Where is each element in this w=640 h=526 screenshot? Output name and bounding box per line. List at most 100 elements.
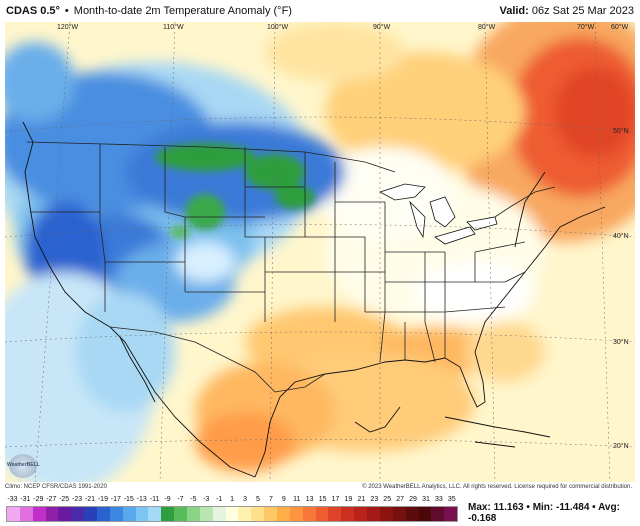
lon-label-80w: 80°W xyxy=(478,24,496,31)
colorbar-tick: -13 xyxy=(136,496,147,503)
colorbar-swatches xyxy=(6,506,458,522)
colorbar-tick: -5 xyxy=(190,496,197,503)
climo-credit: Climo: NCEP CFSR/CDAS 1991-2020 xyxy=(5,484,107,490)
max-value: 11.163 xyxy=(493,502,524,513)
lat-label-30n: 30°N xyxy=(613,339,629,346)
colorbar-tick: 11 xyxy=(293,496,301,503)
colorbar-tick: 13 xyxy=(305,496,314,503)
lon-label-120w: 120°W xyxy=(57,24,79,31)
colorbar-swatch xyxy=(161,507,175,521)
colorbar-swatch xyxy=(315,507,329,521)
lon-label-90w: 90°W xyxy=(373,24,391,31)
weatherbell-logo: WeatherBELL xyxy=(7,454,40,478)
map-canvas xyxy=(5,22,635,482)
colorbar-tick: 15 xyxy=(318,496,327,503)
avg-value: -0.168 xyxy=(468,513,497,524)
colorbar-swatch xyxy=(328,507,342,521)
colorbar-tick: -19 xyxy=(97,496,108,503)
lon-label-110w: 110°W xyxy=(163,24,184,31)
colorbar-swatch xyxy=(277,507,290,521)
colorbar-swatch xyxy=(148,507,162,521)
colorbar-tick: -29 xyxy=(33,496,44,503)
colorbar-swatch xyxy=(418,507,432,521)
colorbar-tick: -1 xyxy=(216,496,223,503)
coastlines xyxy=(22,121,606,478)
colorbar-tick: -31 xyxy=(20,496,31,503)
great-lakes xyxy=(378,183,498,245)
colorbar-swatch xyxy=(238,507,252,521)
colorbar-swatch xyxy=(225,507,239,521)
colorbar-tick: -15 xyxy=(123,496,134,503)
lon-label-60w: 60°W xyxy=(611,24,629,31)
lat-lon-grid xyxy=(5,22,635,482)
copyright-credit: © 2023 WeatherBELL Analytics, LLC. All r… xyxy=(362,484,632,490)
colorbar-swatch xyxy=(187,507,200,521)
colorbar-tick: -27 xyxy=(46,496,57,503)
lon-label-70w: 70°W xyxy=(577,24,595,31)
valid-time: Valid: 06z Sat 25 Mar 2023 xyxy=(499,5,634,17)
colorbar-swatch xyxy=(32,507,46,521)
colorbar-swatch xyxy=(84,507,98,521)
min-value: -11.484 xyxy=(556,502,590,513)
colorbar-tick: -21 xyxy=(84,496,96,503)
colorbar-tick: 19 xyxy=(344,496,353,503)
map-title: Month-to-date 2m Temperature Anomaly (°F… xyxy=(73,5,292,17)
colorbar-swatch xyxy=(341,507,355,521)
colorbar-tick: 9 xyxy=(281,496,286,503)
colorbar-swatch xyxy=(264,507,278,521)
colorbar-tick: -23 xyxy=(72,496,83,503)
colorbar-swatch xyxy=(354,507,368,521)
credits: Climo: NCEP CFSR/CDAS 1991-2020 © 2023 W… xyxy=(0,484,640,494)
colorbar-tick: 7 xyxy=(268,496,273,503)
colorbar-swatch xyxy=(379,507,393,521)
colorbar-swatch xyxy=(431,507,445,521)
colorbar-tick: -33 xyxy=(7,496,18,503)
colorbar-swatch xyxy=(109,507,123,521)
colorbar-tick: 3 xyxy=(243,496,247,503)
model-name: CDAS 0.5° xyxy=(6,5,60,17)
colorbar-tick: 1 xyxy=(230,496,235,503)
colorbar-tick: 25 xyxy=(383,496,392,503)
colorbar-tick: 21 xyxy=(357,496,366,503)
colorbar-swatch xyxy=(174,507,188,521)
colorbar-tick: 31 xyxy=(422,496,430,503)
colorbar-tick: -3 xyxy=(203,496,210,503)
colorbar-swatch xyxy=(302,507,316,521)
colorbar-swatch xyxy=(45,507,59,521)
colorbar-swatch xyxy=(135,507,149,521)
colorbar-swatch xyxy=(199,507,213,521)
colorbar-swatch xyxy=(289,507,303,521)
colorbar-swatch xyxy=(405,507,419,521)
lat-label-20n: 20°N xyxy=(613,443,629,450)
colorbar-tick: 23 xyxy=(370,496,379,503)
colorbar-tick: 17 xyxy=(331,496,340,503)
political-borders xyxy=(26,141,556,393)
lat-label-50n: 50°N xyxy=(613,128,629,135)
colorbar-tick: 33 xyxy=(434,496,443,503)
colorbar-tick: -25 xyxy=(59,496,70,503)
lat-label-40n: 40°N xyxy=(613,233,629,240)
colorbar-ticks: -33 -31 -29 -27 -25 -23 -21 -19 -17 -15 -13 -11 -9 -7… xyxy=(6,496,458,506)
colorbar-tick: 29 xyxy=(409,496,417,503)
colorbar-swatch xyxy=(71,507,85,521)
map-header: CDAS 0.5° • Month-to-date 2m Temperature… xyxy=(0,0,640,22)
colorbar-tick: -9 xyxy=(164,496,171,503)
colorbar-tick: -11 xyxy=(149,496,160,503)
lon-label-100w: 100°W xyxy=(267,24,289,31)
colorbar-tick: -7 xyxy=(177,496,184,503)
colorbar-swatch xyxy=(58,507,72,521)
colorbar-swatch xyxy=(19,507,33,521)
colorbar-swatch xyxy=(251,507,265,521)
colorbar-tick: 5 xyxy=(256,496,260,503)
colorbar-tick: 35 xyxy=(447,496,456,503)
temperature-anomaly-map: 120°W 110°W 100°W 90°W 80°W 70°W 60°W 50… xyxy=(5,22,635,482)
colorbar: -33 -31 -29 -27 -25 -23 -21 -19 -17 -15 -13 -11 -9 -7… xyxy=(6,496,458,522)
map-stats: Max: 11.163 • Min: -11.484 • Avg: -0.168 xyxy=(468,502,620,524)
colorbar-swatch xyxy=(122,507,136,521)
colorbar-swatch xyxy=(7,507,20,521)
colorbar-swatch xyxy=(444,507,458,521)
title-bullet: • xyxy=(64,5,69,17)
colorbar-swatch xyxy=(367,507,380,521)
colorbar-swatch xyxy=(392,507,406,521)
colorbar-swatch xyxy=(212,507,226,521)
